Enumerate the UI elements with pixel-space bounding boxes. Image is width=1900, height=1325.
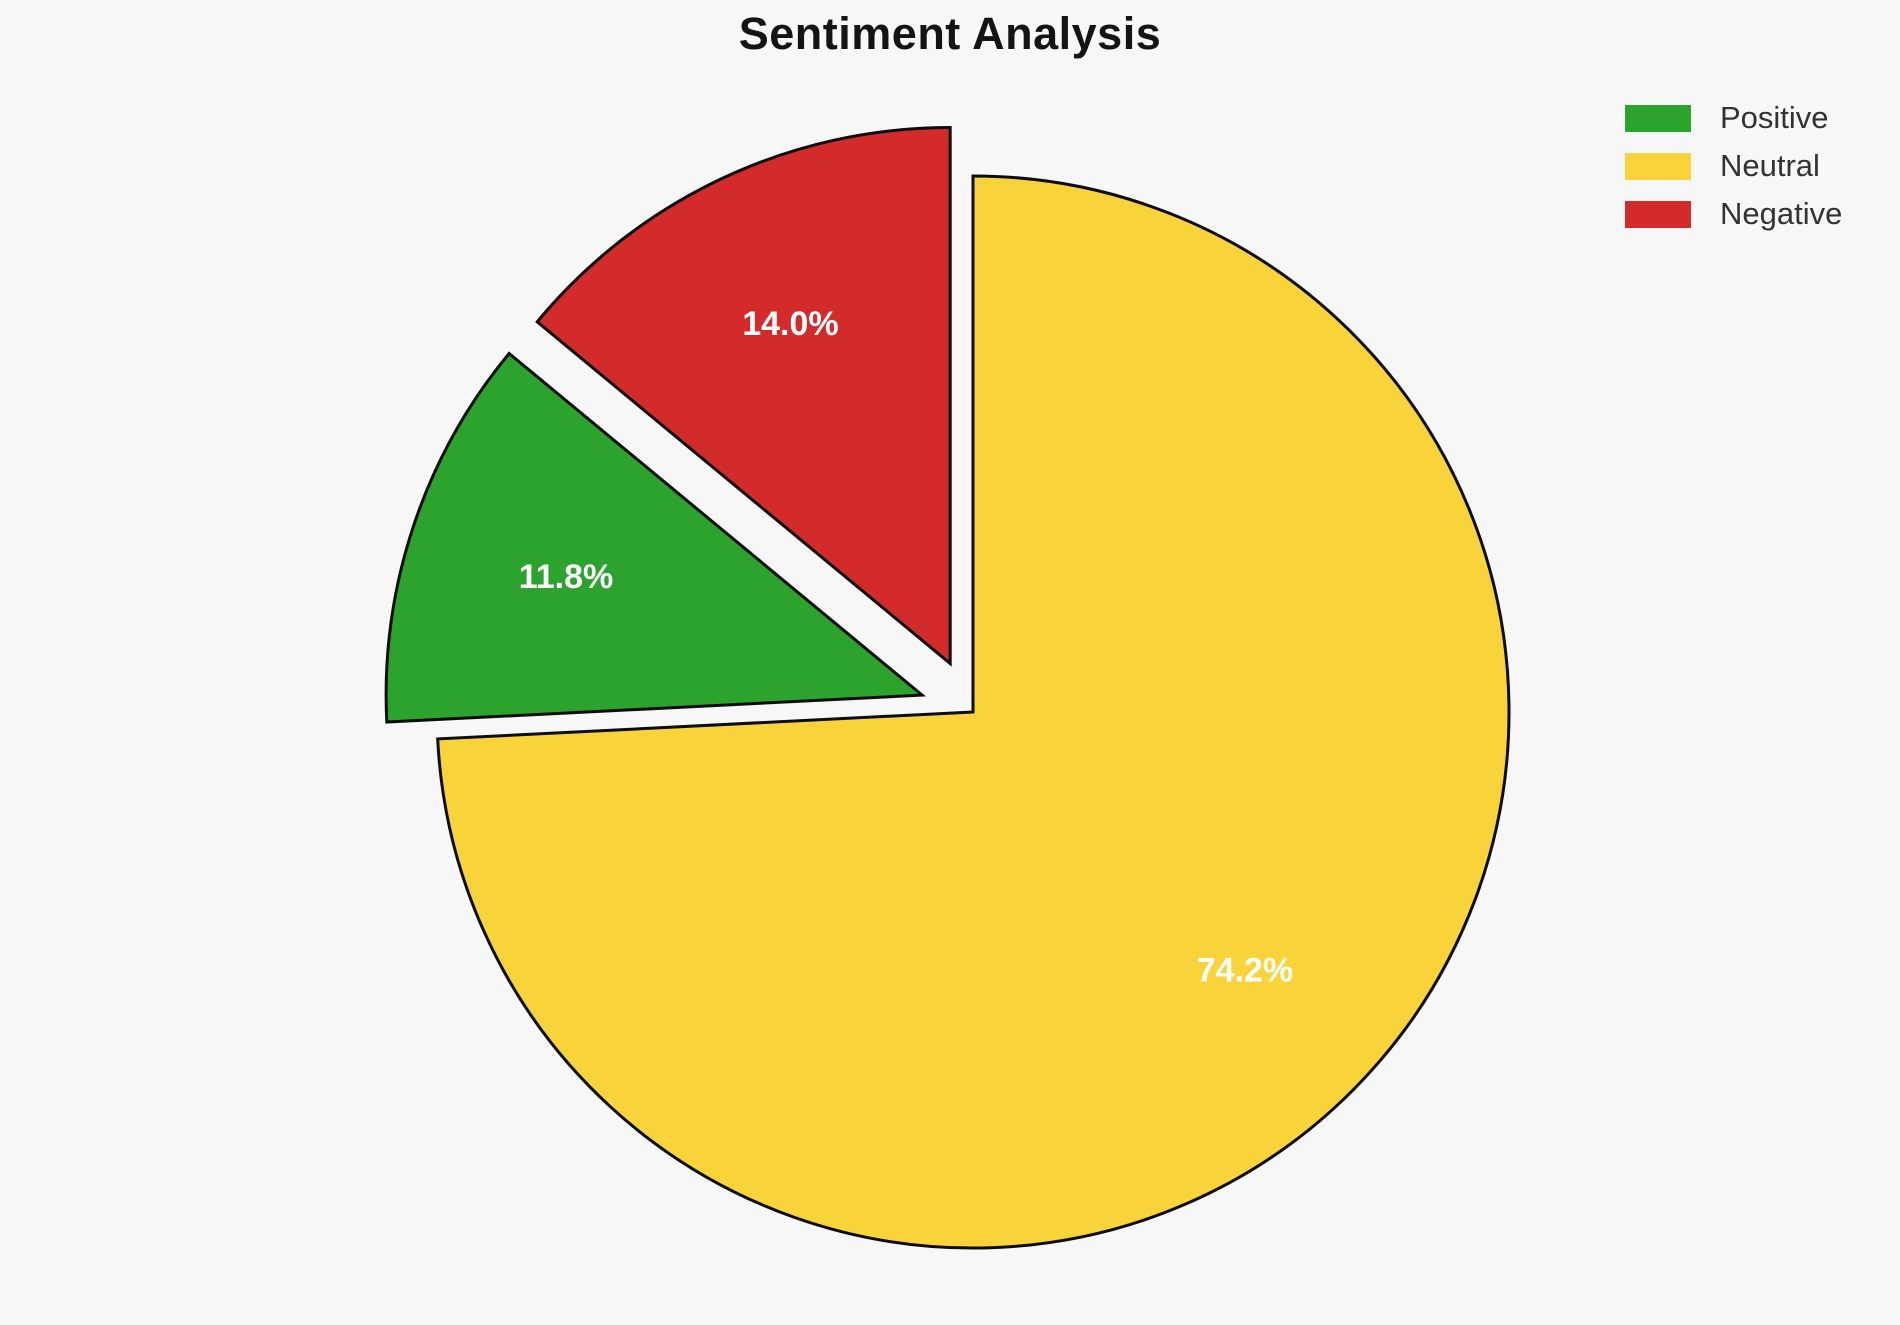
legend-item-neutral: Neutral — [1625, 148, 1842, 184]
percent-label-neutral: 74.2% — [1197, 952, 1293, 990]
pie-slice-negative — [535, 125, 952, 667]
legend-swatch-negative — [1625, 200, 1691, 228]
percent-label-negative: 14.0% — [742, 305, 838, 343]
legend-label-neutral: Neutral — [1720, 148, 1820, 183]
legend: Positive Neutral Negative — [1625, 100, 1842, 232]
legend-item-positive: Positive — [1625, 100, 1842, 136]
pie-slice-neutral — [436, 174, 1511, 1250]
legend-label-positive: Positive — [1720, 100, 1829, 135]
legend-item-negative: Negative — [1625, 196, 1842, 232]
legend-label-negative: Negative — [1720, 196, 1843, 231]
legend-swatch-neutral — [1625, 152, 1691, 180]
chart-title: Sentiment Analysis — [738, 8, 1162, 59]
pie-slice-positive — [384, 351, 927, 724]
percent-label-positive: 11.8% — [519, 558, 614, 596]
legend-swatch-positive — [1625, 104, 1691, 132]
